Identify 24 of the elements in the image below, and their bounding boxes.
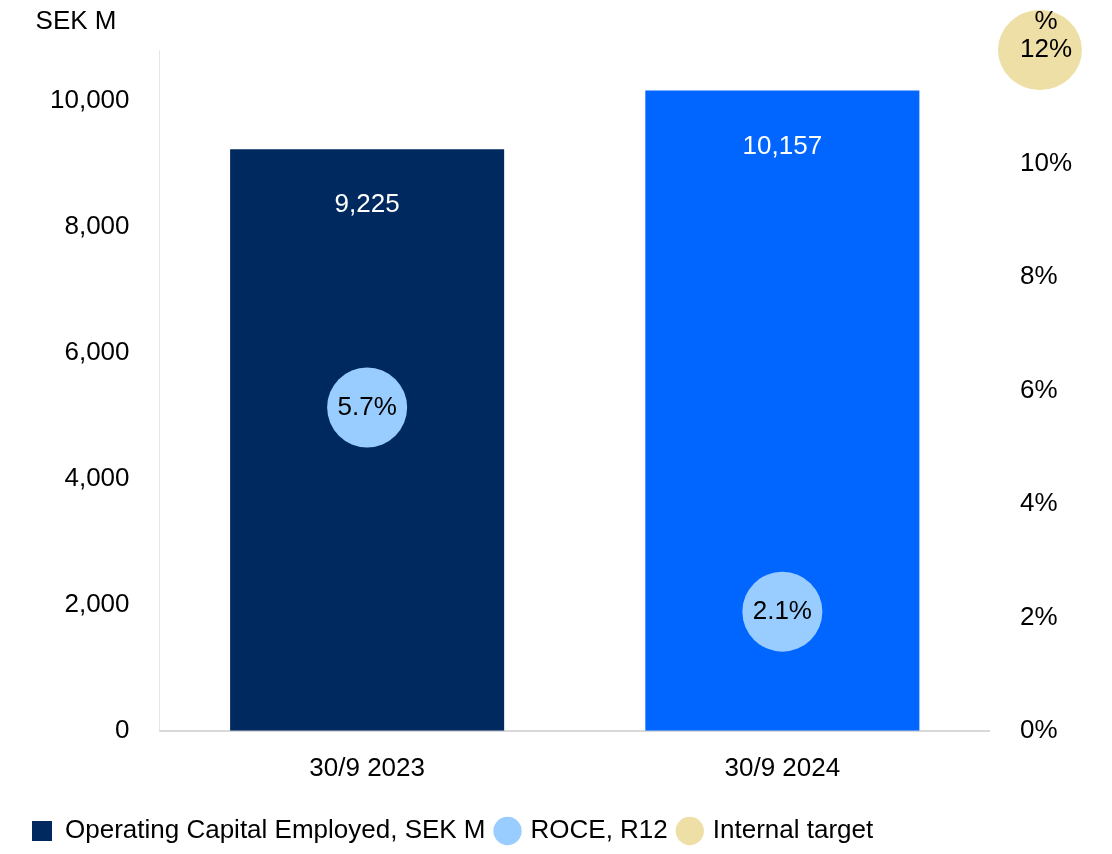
x-tick-label: 30/9 2023 bbox=[309, 751, 425, 782]
y2-tick-label: 6% bbox=[1019, 373, 1058, 404]
y2-tick-label: 2% bbox=[1019, 600, 1058, 631]
y2-tick-label: 0% bbox=[1019, 713, 1058, 744]
y-tick-label: 0 bbox=[115, 713, 130, 744]
y2-axis-title: % bbox=[1034, 5, 1058, 36]
y-tick-label: 8,000 bbox=[64, 209, 130, 240]
legend-label: Operating Capital Employed, SEK M bbox=[65, 814, 486, 845]
data-label: 9,225 bbox=[334, 188, 400, 219]
legend-label: ROCE, R12 bbox=[530, 814, 668, 845]
y-axis-title: SEK M bbox=[35, 5, 117, 36]
data-label: 5.7% bbox=[337, 390, 397, 421]
y2-tick-label: 4% bbox=[1019, 487, 1058, 518]
y2-tick-label: 12% bbox=[1019, 33, 1073, 64]
y-tick-label: 4,000 bbox=[64, 461, 130, 492]
y2-tick-label: 10% bbox=[1019, 146, 1073, 177]
data-label: 10,157 bbox=[742, 129, 823, 160]
x-tick-label: 30/9 2024 bbox=[724, 751, 841, 782]
y-tick-label: 2,000 bbox=[64, 587, 130, 618]
y2-tick-label: 8% bbox=[1019, 260, 1058, 291]
legend-label: Internal target bbox=[712, 814, 874, 845]
y-tick-label: 6,000 bbox=[64, 335, 130, 366]
data-label: 2.1% bbox=[752, 594, 812, 625]
y-tick-label: 10,000 bbox=[49, 83, 130, 114]
